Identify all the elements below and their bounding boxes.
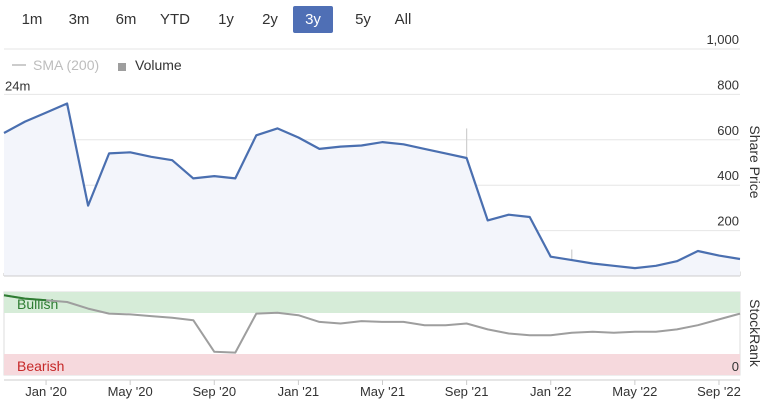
bearish-band <box>4 354 740 375</box>
price-axis-title: Share Price <box>747 125 763 198</box>
price-tick-label: 800 <box>717 77 739 92</box>
price-tick-label: 400 <box>717 168 739 183</box>
volume-legend-swatch <box>118 63 126 71</box>
bullish-band <box>4 292 740 313</box>
range-1m-button[interactable]: 1m <box>21 11 43 28</box>
bearish-label: Bearish <box>17 358 64 374</box>
x-tick-label: May '20 <box>108 384 153 399</box>
range-2y-button[interactable]: 2y <box>262 11 278 28</box>
stockrank-bullish-segment <box>3 294 47 302</box>
range-selector: 1m 3m 6m YTD 1y 2y 3y 5y All <box>0 0 765 38</box>
volume-tick-label: 24m <box>5 78 30 93</box>
price-tick-label: 600 <box>717 123 739 138</box>
price-tick-label: 200 <box>717 214 739 229</box>
x-tick-label: Sep '20 <box>192 384 236 399</box>
sma-legend-label: SMA (200) <box>33 57 99 73</box>
range-all-button[interactable]: All <box>394 11 412 28</box>
price-tick-label: 1,000 <box>706 32 739 47</box>
range-1y-button[interactable]: 1y <box>218 11 234 28</box>
range-5y-button[interactable]: 5y <box>355 11 371 28</box>
price-area <box>4 103 740 276</box>
range-3m-button[interactable]: 3m <box>68 11 90 28</box>
x-tick-label: Jan '20 <box>25 384 67 399</box>
range-3y-button[interactable]: 3y <box>293 6 333 33</box>
stockrank-line <box>3 294 741 354</box>
price-line <box>3 102 741 270</box>
stockrank-tick-label: 0 <box>732 359 739 374</box>
range-6m-button[interactable]: 6m <box>115 11 137 28</box>
volume-legend-label: Volume <box>135 57 182 73</box>
stockrank-axis-title: StockRank <box>747 299 763 368</box>
range-ytd-button[interactable]: YTD <box>160 11 190 28</box>
x-tick-label: Sep '21 <box>445 384 489 399</box>
x-tick-label: May '22 <box>612 384 657 399</box>
x-tick-label: Sep '22 <box>697 384 741 399</box>
x-tick-label: May '21 <box>360 384 405 399</box>
x-tick-label: Jan '22 <box>530 384 572 399</box>
x-tick-label: Jan '21 <box>278 384 320 399</box>
